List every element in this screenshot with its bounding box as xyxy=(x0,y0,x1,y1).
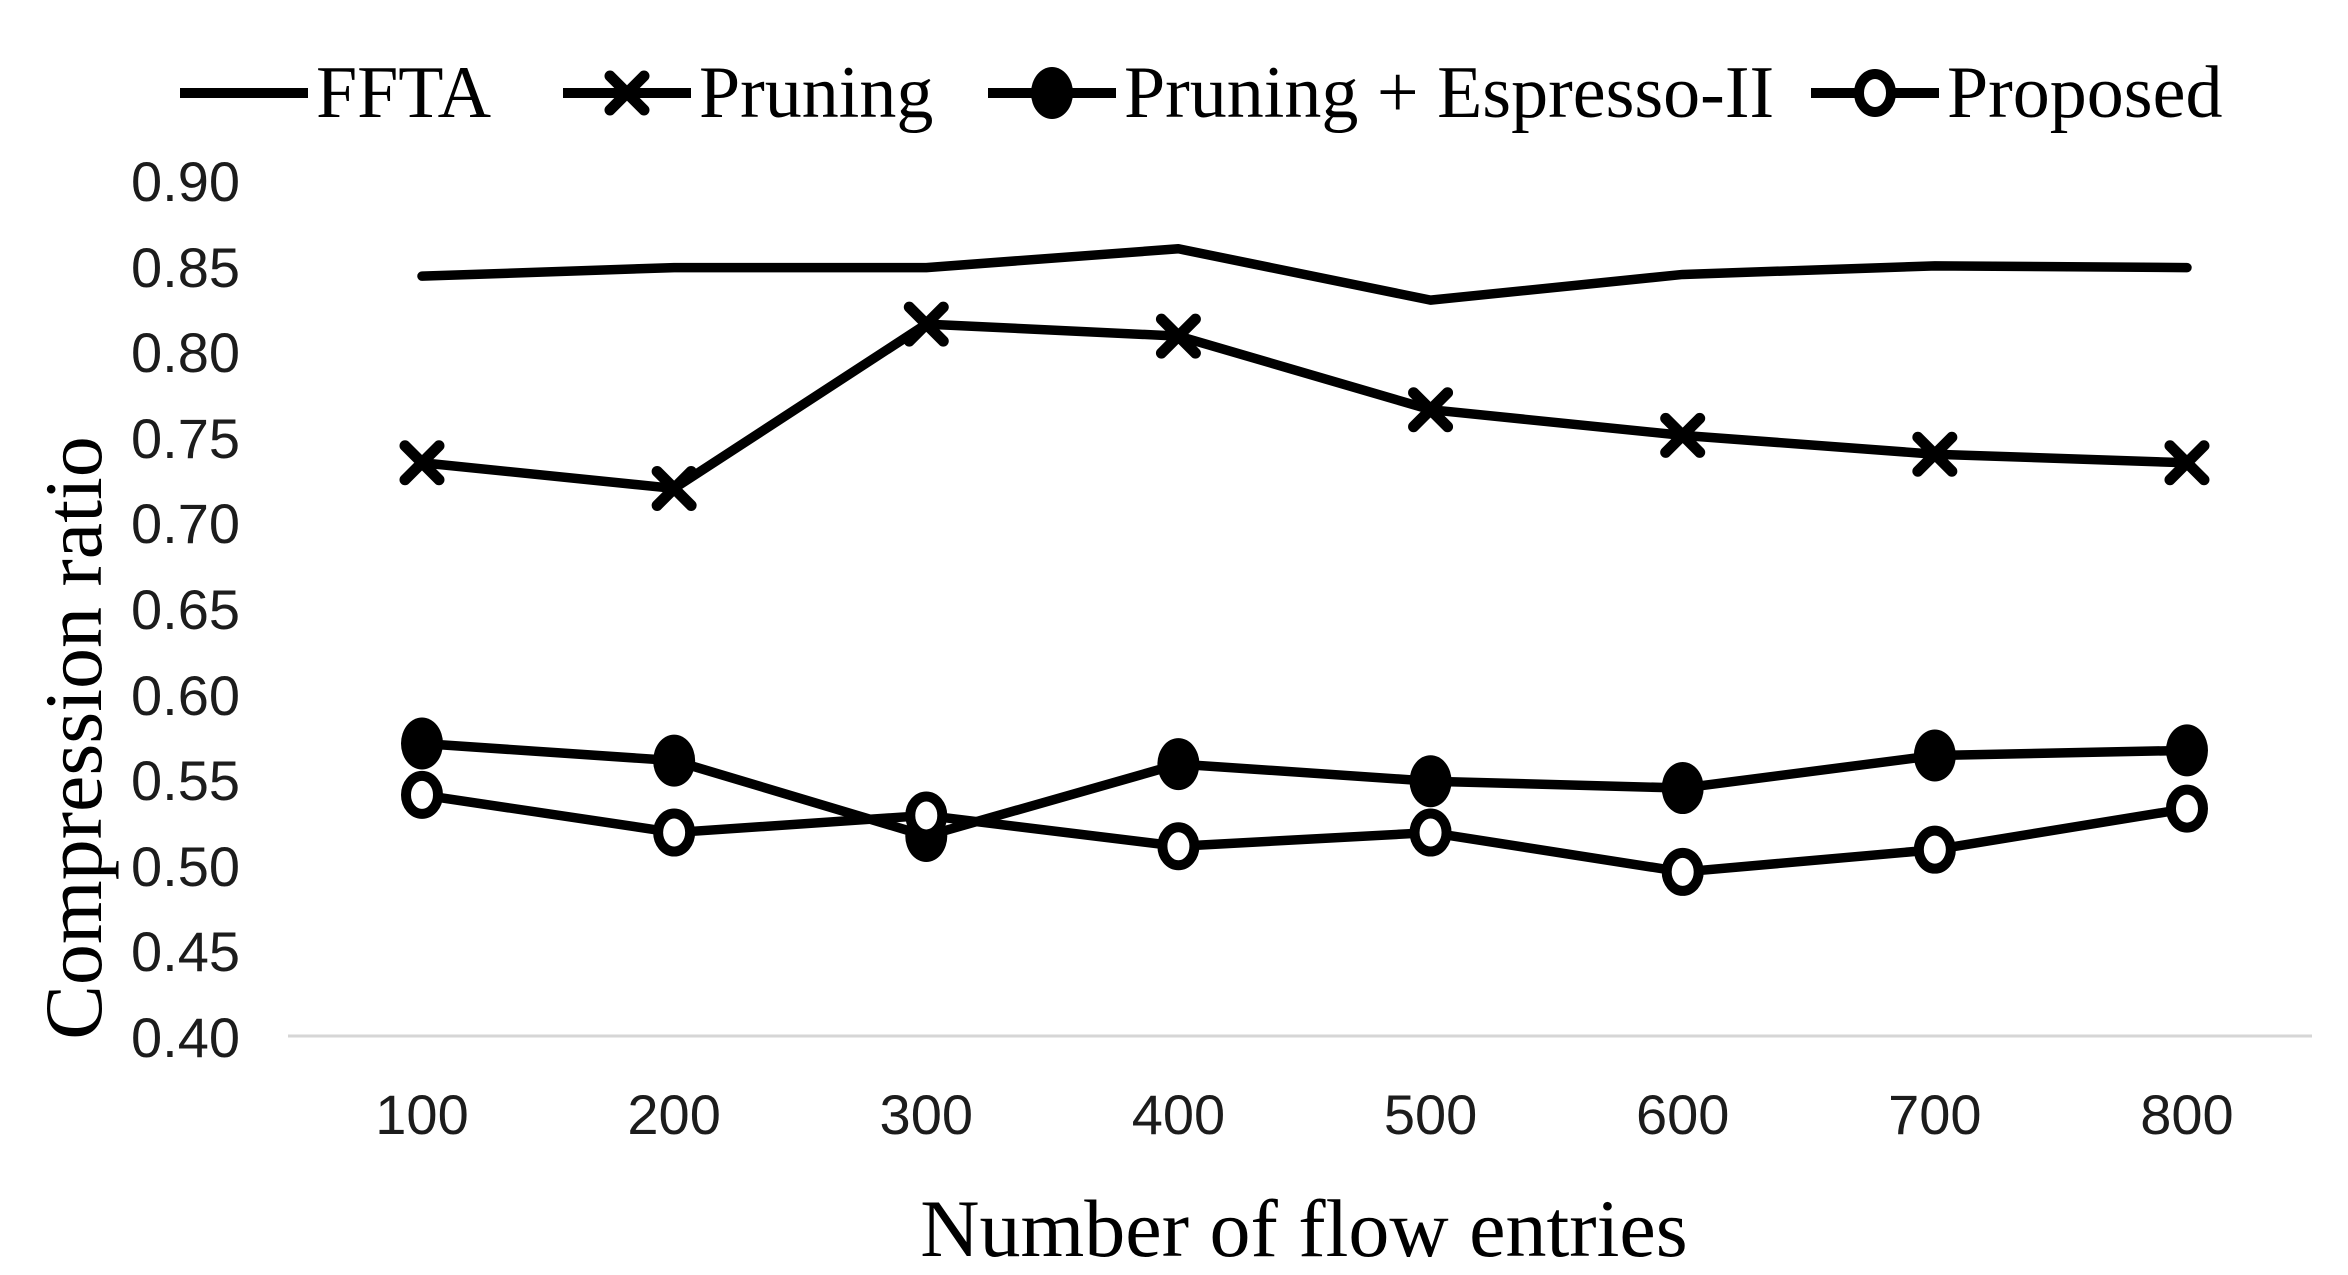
legend-label: FFTA xyxy=(316,52,492,134)
x-marker xyxy=(1660,412,1706,458)
series-line-pruning-espresso-ii xyxy=(417,738,2192,841)
legend-label: Proposed xyxy=(1947,52,2223,134)
open-circle-marker-swatch xyxy=(1811,69,1939,117)
open-circle-marker xyxy=(1409,808,1452,857)
series-line-proposed xyxy=(417,790,2192,877)
open-circle-marker xyxy=(905,791,948,840)
x-axis-title: Number of flow entries xyxy=(920,1183,1688,1274)
filled-circle-marker xyxy=(2165,724,2208,777)
x-marker xyxy=(399,440,445,486)
series-line-pruning xyxy=(417,319,2192,494)
legend-label: Pruning xyxy=(699,52,934,134)
ffta-line-swatch xyxy=(180,88,308,98)
y-tick-label: 0.85 xyxy=(131,235,240,299)
x-tick-label: 100 xyxy=(375,1083,469,1146)
filled-circle-marker-swatch xyxy=(988,67,1116,119)
x-marker xyxy=(604,70,650,116)
y-tick-label: 0.60 xyxy=(131,663,240,727)
x-tick-label: 800 xyxy=(2140,1083,2234,1146)
open-circle-marker xyxy=(653,808,696,857)
legend-label: Pruning + Espresso-II xyxy=(1124,52,1775,134)
x-tick-label: 500 xyxy=(1383,1083,1478,1146)
y-tick-label: 0.80 xyxy=(131,321,240,385)
legend-item-pruning: Pruning xyxy=(561,54,933,132)
series-line-ffta xyxy=(417,244,2192,305)
open-circle-marker xyxy=(1661,847,1704,896)
y-tick-label: 0.90 xyxy=(131,150,240,213)
open-circle-marker xyxy=(1157,822,1200,871)
filled-circle-marker xyxy=(653,734,696,787)
x-tick-label: 700 xyxy=(1888,1083,1982,1146)
legend-item-ffta: FFTA xyxy=(178,54,491,132)
filled-circle-marker xyxy=(401,717,443,770)
open-circle-marker xyxy=(401,770,443,819)
legend-item-proposed: Proposed xyxy=(1809,54,2222,132)
open-circle-marker xyxy=(1854,69,1896,117)
x-tick-label: 600 xyxy=(1635,1083,1730,1146)
y-tick-label: 0.70 xyxy=(131,492,240,556)
filled-circle-marker xyxy=(1661,762,1704,815)
y-tick-label: 0.45 xyxy=(131,920,240,984)
x-marker xyxy=(903,301,949,347)
x-marker xyxy=(2164,440,2210,486)
x-tick-label: 200 xyxy=(627,1083,721,1146)
y-tick-label: 0.55 xyxy=(131,749,240,813)
filled-circle-marker xyxy=(1409,755,1452,808)
x-marker xyxy=(651,465,697,511)
filled-circle-marker xyxy=(1157,738,1200,791)
x-marker xyxy=(1408,387,1454,433)
y-tick-label: 0.65 xyxy=(131,578,240,641)
x-marker-swatch xyxy=(563,70,691,116)
open-circle-marker xyxy=(1913,825,1956,874)
legend-item-pruning-espresso: Pruning + Espresso-II xyxy=(986,54,1774,132)
open-circle-marker xyxy=(2165,784,2208,833)
y-tick-label: 0.75 xyxy=(131,406,240,470)
x-tick-label: 400 xyxy=(1131,1083,1226,1146)
filled-circle-marker xyxy=(1913,729,1956,782)
x-marker xyxy=(1912,431,1958,477)
y-tick-label: 0.40 xyxy=(131,1006,240,1069)
x-marker xyxy=(1155,313,1201,359)
x-tick-label: 300 xyxy=(879,1083,973,1146)
y-tick-label: 0.50 xyxy=(131,834,240,898)
filled-circle-marker xyxy=(1031,67,1073,119)
y-axis-title: Compression ratio xyxy=(28,436,119,1040)
